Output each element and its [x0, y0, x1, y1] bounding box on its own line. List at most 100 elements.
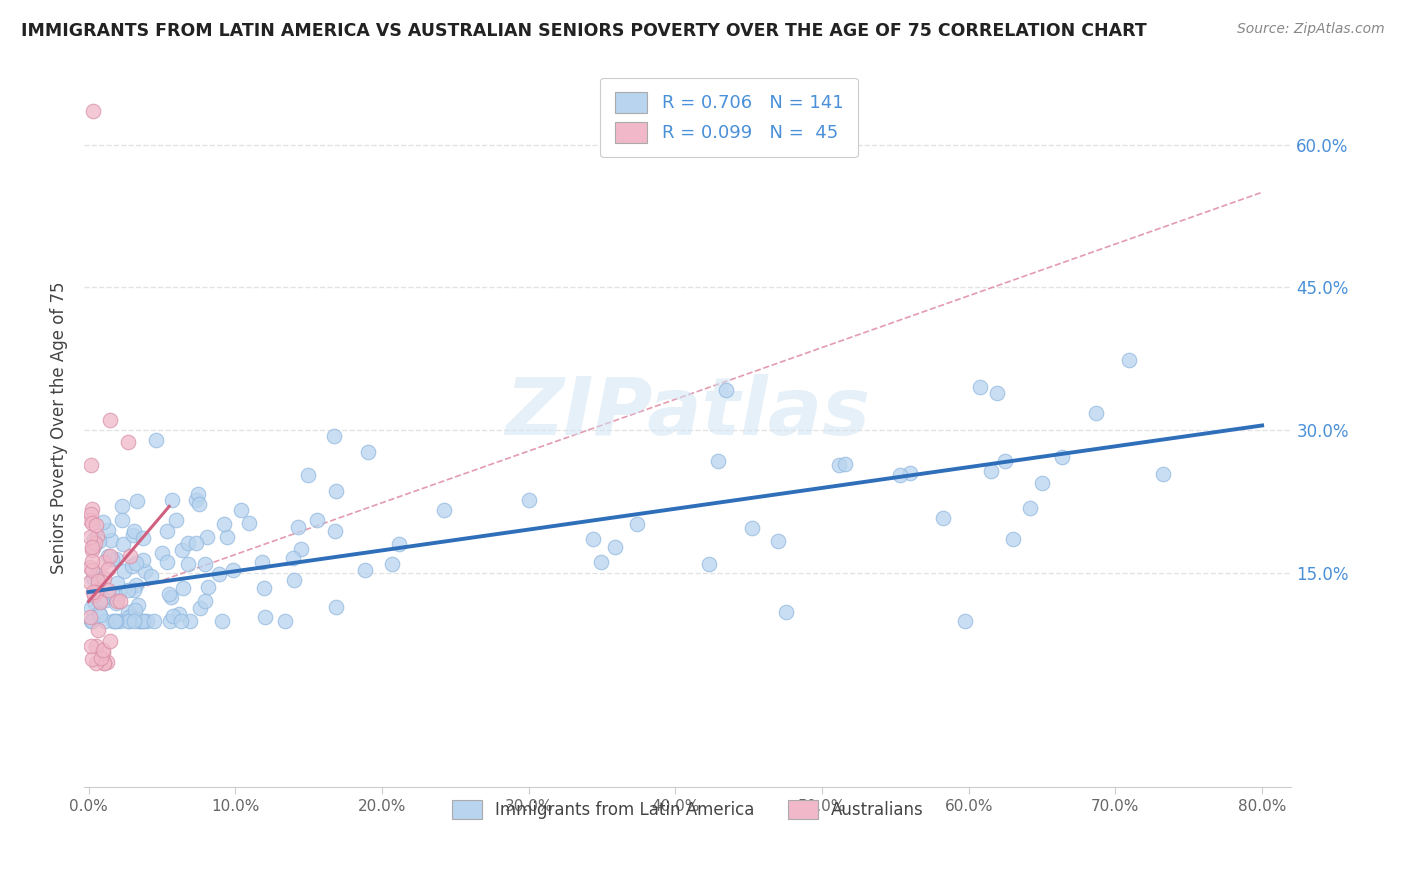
Point	[98, 549, 121, 564]
Point	[1084, 406, 1107, 420]
Point	[932, 510, 955, 524]
Point	[83, 533, 105, 547]
Point	[766, 534, 789, 549]
Point	[83, 536, 105, 550]
Point	[188, 601, 211, 615]
Point	[80, 614, 103, 628]
Point	[79, 560, 101, 574]
Point	[83, 539, 105, 553]
Point	[150, 545, 173, 559]
Point	[165, 513, 187, 527]
Point	[139, 569, 162, 583]
Point	[253, 581, 276, 595]
Point	[101, 551, 124, 566]
Point	[80, 563, 103, 577]
Point	[121, 558, 143, 573]
Point	[93, 657, 115, 671]
Point	[128, 614, 150, 628]
Point	[93, 555, 115, 569]
Point	[132, 531, 155, 545]
Point	[132, 614, 155, 628]
Point	[325, 600, 347, 615]
Point	[101, 586, 124, 600]
Point	[252, 555, 274, 569]
Point	[104, 614, 127, 628]
Point	[105, 552, 128, 566]
Point	[1019, 500, 1042, 515]
Point	[97, 549, 120, 563]
Point	[82, 540, 104, 554]
Point	[79, 513, 101, 527]
Point	[104, 614, 127, 628]
Point	[834, 458, 856, 472]
Point	[108, 593, 131, 607]
Point	[82, 585, 104, 599]
Point	[111, 500, 134, 514]
Point	[93, 657, 115, 671]
Point	[79, 507, 101, 521]
Point	[167, 607, 190, 622]
Point	[82, 553, 104, 567]
Point	[162, 609, 184, 624]
Point	[159, 614, 181, 628]
Point	[156, 555, 179, 569]
Point	[253, 610, 276, 624]
Point	[124, 611, 146, 625]
Text: Source: ZipAtlas.com: Source: ZipAtlas.com	[1237, 22, 1385, 37]
Point	[626, 517, 648, 532]
Point	[157, 587, 180, 601]
Point	[212, 517, 235, 532]
Point	[94, 614, 117, 628]
Point	[84, 657, 107, 671]
Point	[297, 468, 319, 483]
Point	[170, 614, 193, 628]
Point	[188, 497, 211, 511]
Point	[103, 614, 125, 628]
Point	[194, 557, 217, 571]
Point	[86, 529, 108, 543]
Point	[128, 614, 150, 628]
Point	[775, 605, 797, 619]
Point	[283, 551, 305, 566]
Point	[87, 623, 110, 637]
Point	[195, 530, 218, 544]
Point	[117, 582, 139, 597]
Point	[91, 642, 114, 657]
Point	[132, 553, 155, 567]
Point	[582, 532, 605, 546]
Point	[80, 614, 103, 628]
Point	[84, 517, 107, 532]
Point	[1001, 532, 1024, 546]
Point	[117, 605, 139, 619]
Point	[953, 614, 976, 628]
Point	[111, 513, 134, 527]
Point	[517, 493, 540, 508]
Point	[222, 563, 245, 577]
Point	[184, 492, 207, 507]
Point	[112, 565, 135, 579]
Point	[274, 614, 297, 628]
Point	[898, 466, 921, 480]
Point	[828, 458, 851, 472]
Point	[287, 520, 309, 534]
Point	[79, 530, 101, 544]
Point	[353, 563, 375, 577]
Point	[170, 542, 193, 557]
Point	[127, 598, 149, 612]
Point	[305, 513, 328, 527]
Point	[160, 591, 183, 605]
Point	[80, 542, 103, 557]
Point	[591, 555, 613, 569]
Point	[143, 614, 166, 628]
Point	[211, 614, 233, 628]
Point	[117, 614, 139, 628]
Point	[135, 614, 157, 628]
Point	[994, 454, 1017, 468]
Point	[132, 614, 155, 628]
Point	[156, 524, 179, 538]
Point	[194, 594, 217, 608]
Point	[105, 594, 128, 608]
Point	[89, 595, 111, 609]
Point	[605, 540, 627, 554]
Point	[98, 634, 121, 648]
